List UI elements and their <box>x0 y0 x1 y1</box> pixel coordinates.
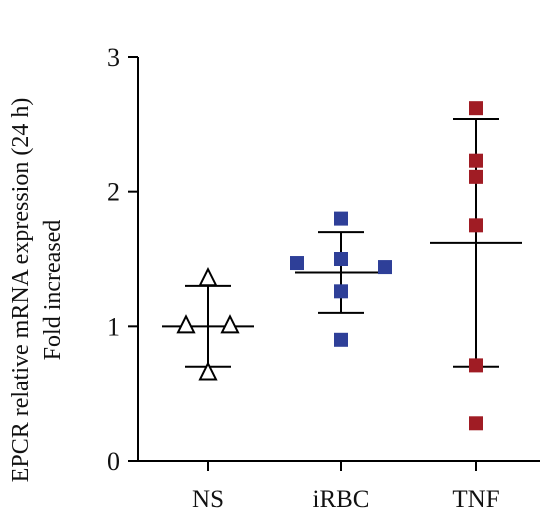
data-point-triangle <box>198 361 218 381</box>
data-point-triangle <box>220 314 240 334</box>
data-point-square <box>378 260 392 275</box>
data-point-square <box>334 284 348 299</box>
data-point-triangle <box>176 314 196 334</box>
x-category-label: iRBC <box>313 486 370 513</box>
data-point-square <box>469 169 483 184</box>
x-category-label: NS <box>192 486 224 513</box>
data-marks <box>162 101 522 431</box>
data-point-square <box>469 358 483 373</box>
y-tick-label: 2 <box>107 178 120 207</box>
data-point-square <box>469 416 483 431</box>
y-tick-label: 3 <box>107 43 120 72</box>
data-point-square <box>334 252 348 266</box>
y-tick-label: 0 <box>107 447 120 476</box>
data-point-square <box>290 256 304 271</box>
series-tnf <box>430 101 522 431</box>
y-axis-title-line2: Fold increased <box>40 220 66 361</box>
data-point-square <box>334 332 348 347</box>
data-point-square <box>469 101 483 116</box>
data-point-square <box>334 211 348 226</box>
y-axis-title-line1: EPCR relative mRNA expression (24 h) <box>8 98 34 483</box>
series-irbc <box>290 211 392 347</box>
y-tick-label: 1 <box>107 312 120 341</box>
y-axis-title: EPCR relative mRNA expression (24 h) Fol… <box>8 98 66 483</box>
data-point-square <box>469 153 483 168</box>
x-category-label: TNF <box>452 486 499 513</box>
data-point-square <box>469 218 483 233</box>
axes: 0 1 2 3 NS iRBC TNF <box>107 43 540 513</box>
data-point-triangle <box>198 266 218 287</box>
series-ns <box>162 266 254 381</box>
